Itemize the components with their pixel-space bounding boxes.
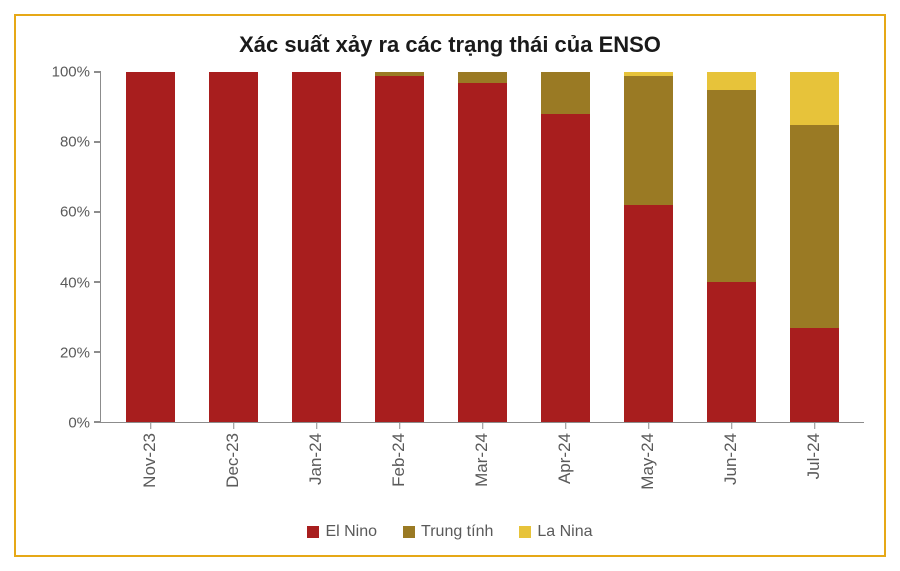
bar-segment-trung-tinh bbox=[624, 76, 672, 206]
y-tick-label: 60% bbox=[60, 204, 90, 221]
plot-area bbox=[100, 72, 864, 423]
chart-border: Xác suất xảy ra các trạng thái của ENSO … bbox=[14, 14, 886, 557]
plot-wrap: 0%20%40%60%80%100% Nov-23Dec-23Jan-24Feb… bbox=[36, 72, 864, 519]
bar bbox=[541, 72, 589, 422]
legend-item-la-nina: La Nina bbox=[519, 523, 592, 541]
legend-label: Trung tính bbox=[421, 523, 493, 541]
x-axis-label: Apr-24 bbox=[555, 433, 575, 484]
y-tick-mark bbox=[94, 351, 101, 353]
x-label-slot: Mar-24 bbox=[440, 423, 523, 519]
bar-segment-el-nino bbox=[375, 76, 423, 423]
legend-swatch bbox=[307, 526, 319, 538]
bar-segment-el-nino bbox=[292, 72, 340, 422]
bar bbox=[790, 72, 838, 422]
bar-segment-la-nina bbox=[790, 72, 838, 125]
y-tick-mark bbox=[94, 141, 101, 143]
x-axis-label: Jun-24 bbox=[721, 433, 741, 485]
bar bbox=[707, 72, 755, 422]
y-tick-mark bbox=[94, 281, 101, 283]
x-axis-label: Dec-23 bbox=[223, 433, 243, 488]
bar-segment-trung-tinh bbox=[707, 90, 755, 283]
bar-slot bbox=[690, 72, 773, 422]
x-label-slot: Jun-24 bbox=[690, 423, 773, 519]
legend: El Nino Trung tính La Nina bbox=[36, 519, 864, 545]
bar-segment-trung-tinh bbox=[790, 125, 838, 328]
x-label-slot: Jul-24 bbox=[773, 423, 856, 519]
y-tick-label: 100% bbox=[52, 64, 90, 81]
bar bbox=[209, 72, 257, 422]
chart-outer-frame: Xác suất xảy ra các trạng thái của ENSO … bbox=[0, 0, 900, 571]
bar bbox=[126, 72, 174, 422]
bar-slot bbox=[358, 72, 441, 422]
bar bbox=[375, 72, 423, 422]
legend-swatch bbox=[403, 526, 415, 538]
legend-swatch bbox=[519, 526, 531, 538]
legend-label: La Nina bbox=[537, 523, 592, 541]
x-axis: Nov-23 Dec-23 Jan-24 Feb-24 Mar-24 Apr-24 May-… bbox=[36, 423, 864, 519]
bar bbox=[458, 72, 506, 422]
bar bbox=[624, 72, 672, 422]
y-tick-mark bbox=[94, 211, 101, 213]
bar-slot bbox=[109, 72, 192, 422]
x-label-slot: Dec-23 bbox=[191, 423, 274, 519]
bar-segment-el-nino bbox=[126, 72, 174, 422]
y-tick-mark bbox=[94, 71, 101, 73]
x-axis-label: Jul-24 bbox=[804, 433, 824, 479]
x-axis-label: Feb-24 bbox=[389, 433, 409, 487]
y-tick-label: 20% bbox=[60, 344, 90, 361]
x-axis-label: Mar-24 bbox=[472, 433, 492, 487]
bar-segment-el-nino bbox=[458, 83, 506, 423]
bar-slot bbox=[607, 72, 690, 422]
x-label-slot: May-24 bbox=[607, 423, 690, 519]
x-axis-label: Nov-23 bbox=[140, 433, 160, 488]
bar-slot bbox=[773, 72, 856, 422]
bar-segment-el-nino bbox=[541, 114, 589, 422]
bar-slot bbox=[524, 72, 607, 422]
x-axis-label: May-24 bbox=[638, 433, 658, 490]
x-label-slot: Jan-24 bbox=[274, 423, 357, 519]
bar-segment-el-nino bbox=[209, 72, 257, 422]
bar-segment-el-nino bbox=[790, 328, 838, 423]
x-axis-inner: Nov-23 Dec-23 Jan-24 Feb-24 Mar-24 Apr-24 May-… bbox=[100, 423, 864, 519]
x-label-slot: Nov-23 bbox=[108, 423, 191, 519]
x-label-slot: Feb-24 bbox=[357, 423, 440, 519]
bar-segment-el-nino bbox=[707, 282, 755, 422]
y-tick-label: 40% bbox=[60, 274, 90, 291]
plot-row: 0%20%40%60%80%100% bbox=[36, 72, 864, 423]
bar-segment-el-nino bbox=[624, 205, 672, 422]
bar-slot bbox=[275, 72, 358, 422]
legend-label: El Nino bbox=[325, 523, 377, 541]
bar-segment-trung-tinh bbox=[458, 72, 506, 83]
legend-item-el-nino: El Nino bbox=[307, 523, 377, 541]
bars-container bbox=[101, 72, 864, 422]
x-label-slot: Apr-24 bbox=[524, 423, 607, 519]
bar bbox=[292, 72, 340, 422]
bar-segment-la-nina bbox=[707, 72, 755, 90]
legend-item-trung-tinh: Trung tính bbox=[403, 523, 493, 541]
y-tick-label: 80% bbox=[60, 134, 90, 151]
y-axis: 0%20%40%60%80%100% bbox=[36, 72, 100, 423]
x-axis-label: Jan-24 bbox=[306, 433, 326, 485]
chart-title: Xác suất xảy ra các trạng thái của ENSO bbox=[36, 32, 864, 58]
bar-slot bbox=[192, 72, 275, 422]
bar-slot bbox=[441, 72, 524, 422]
bar-segment-trung-tinh bbox=[541, 72, 589, 114]
